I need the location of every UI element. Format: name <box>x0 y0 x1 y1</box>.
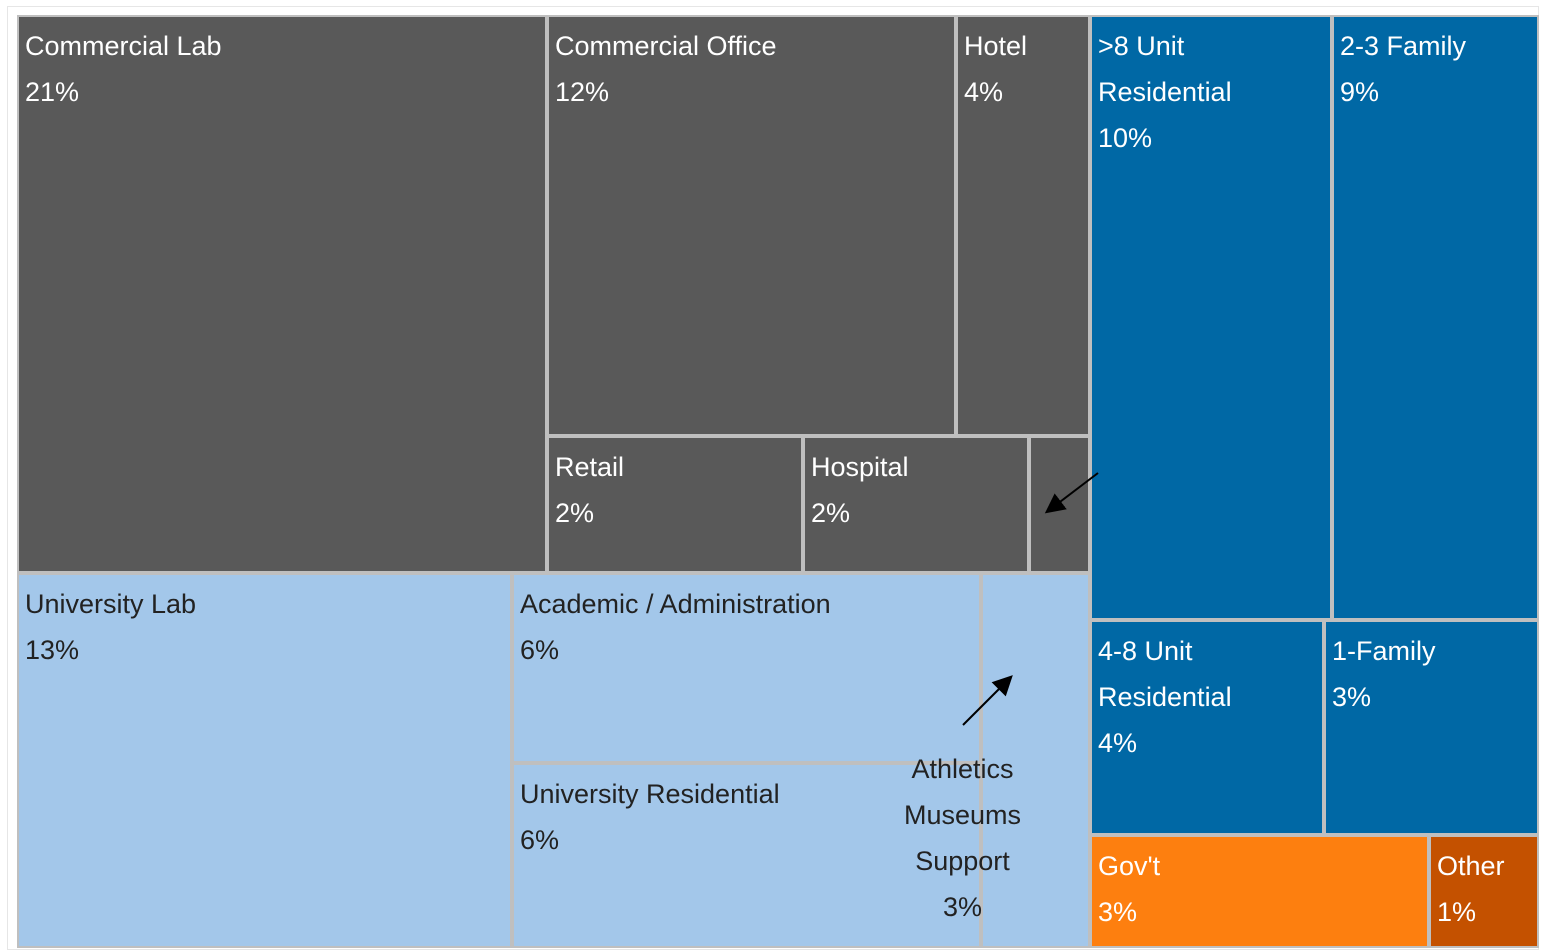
cell <box>512 763 981 948</box>
value-label: 3% <box>942 892 983 922</box>
cell <box>1090 620 1324 835</box>
category-label: Hospital <box>811 452 909 482</box>
value-label: 9% <box>1340 77 1380 107</box>
value-label: 10% <box>1098 123 1153 153</box>
cell <box>981 573 1090 948</box>
category-label: University Residential <box>520 779 780 809</box>
value-label: 13% <box>25 635 80 665</box>
value-label: 21% <box>25 77 80 107</box>
value-label: 4% <box>1098 728 1138 758</box>
category-label: Athletics Museums Support <box>903 754 1022 876</box>
category-label: 4-8 Unit Residential <box>1098 636 1232 712</box>
cell <box>547 436 803 573</box>
cell <box>17 573 512 948</box>
value-label: 1% <box>1437 897 1477 927</box>
category-label: Academic / Administration <box>520 589 831 619</box>
cell <box>1090 835 1429 948</box>
cell <box>1029 436 1090 573</box>
cell <box>17 15 547 573</box>
cell <box>956 15 1090 436</box>
value-label: 2% <box>555 498 595 528</box>
value-label: 3% <box>1332 682 1372 712</box>
category-label: Commercial Lab <box>25 31 222 61</box>
cell <box>512 573 981 763</box>
category-label: Commercial Office <box>555 31 777 61</box>
cell <box>1324 620 1539 835</box>
category-label: >8 Unit Residential <box>1098 31 1232 107</box>
value-label: 12% <box>555 77 610 107</box>
value-label: 3% <box>1098 897 1138 927</box>
cell <box>1429 835 1539 948</box>
cell <box>1090 15 1332 620</box>
value-label: 4% <box>964 77 1004 107</box>
cell <box>1332 15 1539 620</box>
category-label: Retail <box>555 452 625 482</box>
category-label: Other <box>1437 851 1505 881</box>
category-label: University Lab <box>25 589 197 619</box>
category-label: Gov't <box>1098 851 1161 881</box>
cell <box>803 436 1029 573</box>
value-label: 6% <box>520 825 560 855</box>
value-label: 6% <box>520 635 560 665</box>
cell <box>547 15 956 436</box>
category-label: 2-3 Family <box>1340 31 1467 61</box>
value-label: 2% <box>811 498 851 528</box>
category-label: 1-Family <box>1332 636 1436 666</box>
category-label: Hotel <box>964 31 1028 61</box>
